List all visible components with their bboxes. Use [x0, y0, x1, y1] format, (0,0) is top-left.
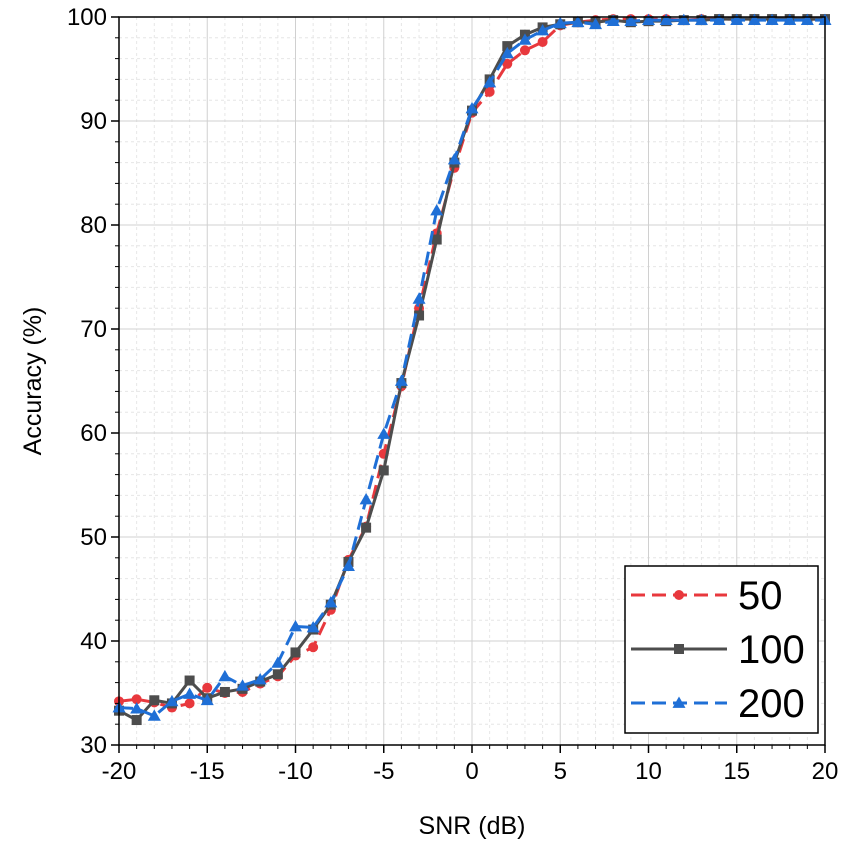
legend-label-50: 50	[738, 574, 783, 618]
data-point-200	[659, 13, 673, 25]
data-point-100	[414, 310, 425, 321]
data-point-200	[800, 13, 814, 25]
x-tick-label: 20	[812, 758, 839, 785]
data-point-200	[183, 687, 197, 699]
series-200	[112, 13, 832, 721]
y-tick-label: 70	[80, 316, 107, 343]
y-tick-label: 100	[67, 4, 107, 31]
x-axis-title: SNR (dB)	[419, 812, 526, 840]
data-point-100	[184, 675, 195, 686]
data-point-100	[272, 669, 283, 680]
data-point-200	[341, 559, 355, 571]
data-point-200	[394, 374, 408, 386]
data-point-200	[218, 669, 232, 682]
data-point-200	[306, 620, 320, 633]
data-point-200	[765, 13, 779, 25]
data-point-50	[519, 45, 530, 56]
data-point-50	[537, 36, 548, 47]
data-point-50	[131, 694, 142, 705]
data-point-200	[606, 14, 620, 27]
legend-item-200: 200	[631, 682, 805, 726]
data-point-50	[308, 642, 319, 653]
y-tick-label: 80	[80, 212, 107, 239]
x-tick-label: 5	[554, 758, 567, 785]
data-point-200	[694, 13, 708, 25]
data-point-200	[783, 13, 797, 25]
x-tick-label: 0	[465, 758, 478, 785]
data-point-200	[518, 33, 532, 45]
data-point-200	[553, 16, 567, 29]
data-point-200	[200, 693, 214, 706]
data-point-200	[377, 427, 391, 439]
x-tick-label: -15	[190, 758, 225, 785]
data-point-200	[236, 679, 250, 691]
data-point-200	[324, 596, 338, 608]
data-point-200	[130, 702, 144, 714]
data-point-100	[378, 465, 389, 476]
x-tick-label: 15	[723, 758, 750, 785]
data-point-50	[502, 58, 513, 69]
x-tick-label: -5	[373, 758, 394, 785]
legend-marker-100	[674, 644, 684, 654]
y-tick-label: 40	[80, 628, 107, 655]
data-point-100	[431, 234, 442, 245]
data-point-200	[165, 694, 179, 707]
y-tick-label: 60	[80, 420, 107, 447]
data-point-200	[589, 17, 603, 30]
legend-item-50: 50	[631, 574, 783, 618]
x-tick-label: 10	[635, 758, 662, 785]
data-point-200	[271, 656, 285, 668]
data-point-200	[747, 13, 761, 25]
data-point-50	[184, 698, 195, 709]
legend-marker-50	[674, 590, 684, 600]
legend-label-200: 200	[738, 682, 805, 726]
y-tick-label: 90	[80, 108, 107, 135]
x-tick-label: -10	[278, 758, 313, 785]
y-tick-label: 50	[80, 524, 107, 551]
series-layer	[112, 13, 832, 726]
data-point-100	[361, 522, 372, 533]
y-tick-label: 30	[80, 732, 107, 759]
data-point-200	[642, 13, 655, 25]
data-point-200	[730, 13, 744, 25]
legend-marker-200	[672, 696, 686, 708]
data-point-200	[253, 672, 267, 685]
data-point-200	[430, 203, 444, 216]
data-point-200	[483, 76, 497, 88]
data-point-200	[677, 13, 691, 25]
legend-item-100: 100	[631, 628, 805, 672]
data-point-200	[447, 152, 461, 165]
x-axis-tick-labels: -20 -15 -10 -5 0 5 10 15 20	[102, 758, 839, 785]
y-axis-tick-labels: 30 40 50 60 70 80 90 100	[67, 4, 107, 759]
data-point-100	[149, 695, 160, 706]
data-point-200	[571, 15, 585, 28]
axis-ticks	[111, 16, 826, 753]
legend-label-100: 100	[738, 628, 805, 672]
data-point-100	[219, 686, 230, 697]
x-tick-label: -20	[102, 758, 137, 785]
data-point-100	[290, 647, 301, 658]
data-point-200	[500, 46, 514, 59]
data-point-200	[412, 292, 426, 304]
legend: 50 100 200	[624, 565, 819, 734]
data-point-50	[484, 86, 495, 97]
data-point-200	[289, 619, 302, 632]
data-point-200	[465, 102, 479, 114]
data-point-200	[712, 13, 726, 25]
y-axis-title: Accuracy (%)	[19, 307, 47, 456]
data-point-200	[359, 493, 373, 505]
data-point-50	[202, 682, 213, 693]
data-point-100	[131, 715, 142, 726]
data-point-200	[536, 24, 550, 36]
data-point-100	[502, 41, 513, 52]
data-point-200	[624, 14, 638, 27]
data-point-200	[147, 709, 161, 721]
